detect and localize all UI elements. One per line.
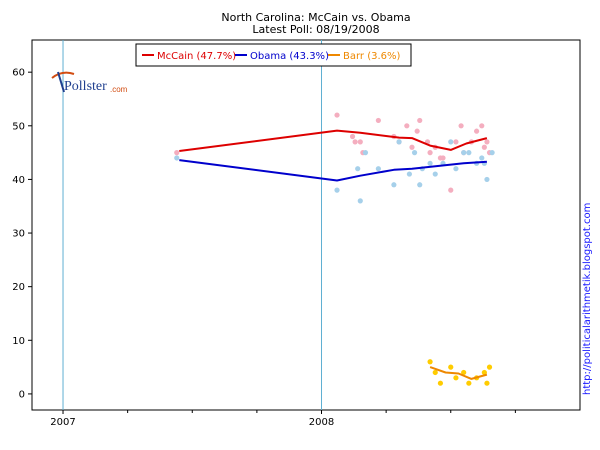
chart-title: North Carolina: McCain vs. Obama (221, 11, 410, 24)
legend-label: Obama (43.3%) (250, 51, 329, 62)
mccain-poll-point (352, 139, 358, 145)
obama-poll-point (484, 176, 490, 183)
y-tick-label: 10 (12, 336, 25, 347)
pollster-logo: Pollster .com (51, 71, 128, 94)
y-tick-label: 30 (12, 229, 25, 240)
barr-poll-point (432, 369, 438, 376)
obama-poll-point (461, 150, 467, 156)
obama-poll-point (396, 139, 402, 145)
mccain-poll-point (174, 150, 180, 156)
obama-poll-point (355, 166, 361, 172)
reference-lines (62, 40, 323, 410)
logo-swoosh-icon (51, 71, 75, 79)
trend-lines (179, 129, 488, 380)
mccain-poll-point (448, 187, 454, 193)
y-axis: 0 10 20 30 40 50 60 (12, 68, 32, 400)
barr-poll-point (484, 380, 490, 386)
mccain-poll-point (414, 128, 420, 134)
logo-suffix: .com (110, 85, 128, 94)
mccain-poll-point (417, 117, 423, 124)
y-tick-label: 20 (12, 282, 25, 293)
obama-poll-point (362, 150, 369, 156)
x-tick-label: 2008 (309, 417, 334, 428)
obama-trend-line (179, 159, 487, 182)
mccain-poll-point (453, 139, 459, 145)
mccain-poll-point (409, 144, 415, 150)
y-tick-label: 50 (12, 121, 25, 132)
legend-label: McCain (47.7%) (157, 51, 236, 62)
poll-points (174, 112, 495, 386)
barr-trend-line (429, 366, 488, 380)
x-tick-label: 2007 (50, 417, 75, 428)
obama-poll-point (411, 150, 418, 156)
mccain-poll-point (474, 128, 480, 134)
mccain-poll-point (481, 144, 487, 150)
mccain-poll-point (404, 123, 410, 129)
obama-poll-point (448, 139, 454, 145)
barr-poll-point (486, 364, 493, 370)
mccain-poll-point (357, 139, 363, 145)
obama-poll-point (489, 150, 495, 156)
obama-poll-point (334, 187, 340, 193)
obama-poll-point (391, 182, 397, 188)
obama-poll-point (174, 155, 180, 161)
y-tick-label: 40 (12, 175, 25, 186)
legend-label: Barr (3.6%) (343, 51, 401, 62)
mccain-poll-point (349, 133, 356, 140)
obama-poll-point (453, 166, 459, 172)
logo-check-icon (57, 71, 65, 93)
mccain-poll-point (427, 150, 433, 156)
mccain-poll-point (375, 117, 381, 124)
chart-subtitle: Latest Poll: 08/19/2008 (252, 23, 379, 36)
barr-poll-point (461, 369, 467, 376)
mccain-poll-point (484, 139, 490, 145)
mccain-trend-line (179, 129, 488, 152)
logo-text: Pollster (64, 79, 107, 94)
obama-poll-point (466, 150, 472, 156)
y-tick-label: 60 (12, 68, 25, 79)
mccain-poll-point (334, 112, 340, 118)
x-axis: 2007 2008 (50, 410, 516, 428)
obama-poll-point (432, 171, 438, 177)
y-tick-label: 0 (19, 389, 25, 400)
barr-poll-point (448, 364, 454, 370)
obama-poll-point (479, 155, 485, 161)
barr-poll-point (437, 380, 444, 386)
side-url-text: http://politicalarithmetik.blogspot.com (582, 203, 593, 395)
mccain-poll-point (458, 123, 464, 129)
legend-box (135, 43, 412, 67)
barr-poll-point (466, 380, 472, 386)
legend: McCain (47.7%) Obama (43.3%) Barr (3.6%) (135, 43, 412, 67)
obama-poll-point (406, 171, 412, 177)
obama-poll-point (417, 182, 423, 188)
barr-poll-point (481, 369, 487, 376)
obama-poll-point (375, 166, 381, 172)
barr-poll-point (453, 375, 459, 381)
obama-poll-point (427, 160, 433, 166)
obama-poll-point (357, 198, 363, 204)
barr-poll-point (427, 359, 433, 365)
mccain-poll-point (440, 155, 446, 161)
plot-frame (31, 39, 581, 411)
mccain-poll-point (479, 123, 485, 129)
